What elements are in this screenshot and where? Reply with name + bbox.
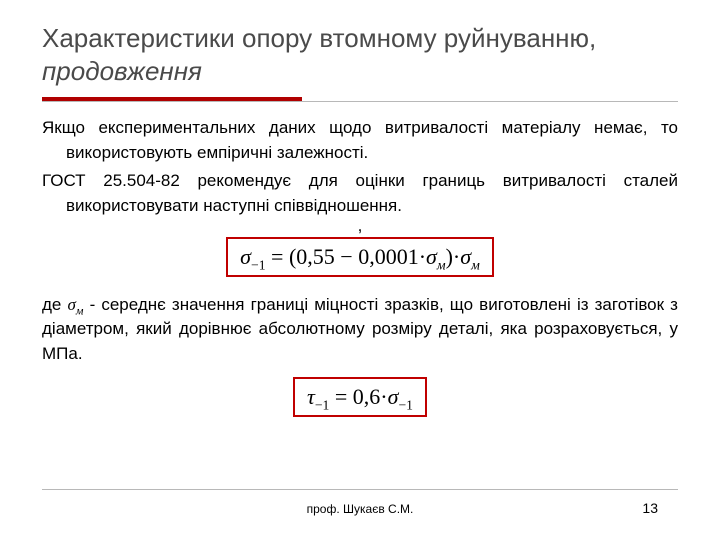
f1-minus: − (335, 244, 358, 269)
slide-title: Характеристики опору втомному руйнуванню… (42, 22, 678, 87)
paragraph-1: Якщо експериментальних даних щодо витрив… (42, 116, 678, 165)
slide: Характеристики опору втомному руйнуванню… (0, 0, 720, 540)
formula-1-wrap: σ−1 = (0,55 − 0,0001·σм)·σм (42, 237, 678, 277)
footer-author: проф. Шукаєв С.М. (0, 502, 720, 516)
f1-sigma: σ (240, 244, 251, 269)
p3-rest: - середнє значення границі міцності зраз… (42, 295, 678, 363)
f2-c: 0,6 (353, 384, 381, 409)
formula-2-wrap: τ−1 = 0,6·σ−1 (42, 377, 678, 417)
formula-1: σ−1 = (0,55 − 0,0001·σм)·σм (226, 237, 494, 277)
paragraph-3: де σм - середнє значення границі міцност… (42, 293, 678, 367)
divider-gray (42, 101, 678, 102)
title-main: Характеристики опору втомному руйнуванню… (42, 23, 596, 53)
paragraph-2: ГОСТ 25.504-82 рекомендує для оцінки гра… (42, 169, 678, 218)
p3-sigma-m: σм (67, 295, 83, 314)
f1-rparen: ) (446, 244, 453, 269)
f1-sub-m-b: м (471, 257, 480, 272)
p3-sigma: σ (67, 295, 75, 314)
f1-sub-m-a: м (437, 257, 446, 272)
f2-sub-neg1-b: −1 (398, 397, 413, 412)
f2-tau: τ (307, 384, 315, 409)
footer-page-number: 13 (642, 500, 658, 516)
f2-sub-neg1-a: −1 (315, 397, 330, 412)
f2-eq: = (329, 384, 352, 409)
f1-sub-neg1-a: −1 (251, 257, 266, 272)
f1-c2: 0,0001 (358, 244, 419, 269)
p3-prefix: де (42, 295, 67, 314)
f1-dot-a: · (419, 244, 426, 269)
f1-sigma-c: σ (460, 244, 471, 269)
f2-dot: · (380, 384, 387, 409)
footer-divider (42, 489, 678, 490)
f1-sigma-b: σ (426, 244, 437, 269)
title-divider (42, 97, 678, 102)
formula-2: τ−1 = 0,6·σ−1 (293, 377, 427, 417)
f1-eq: = (266, 244, 289, 269)
f2-sigma: σ (388, 384, 399, 409)
f1-c1: 0,55 (296, 244, 335, 269)
title-continued: продовження (42, 56, 202, 86)
